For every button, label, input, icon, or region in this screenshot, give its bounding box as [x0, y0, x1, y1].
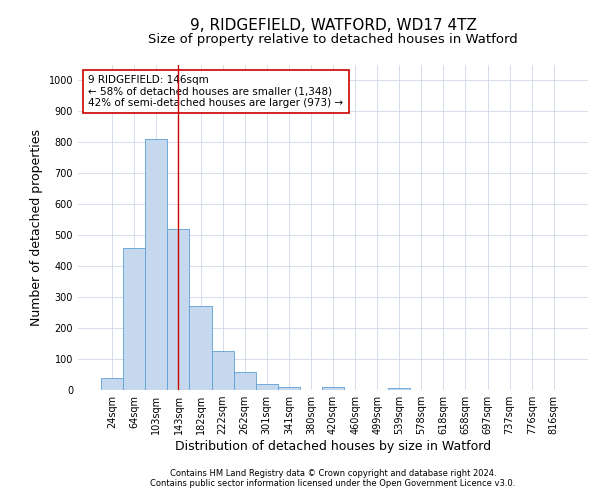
X-axis label: Distribution of detached houses by size in Watford: Distribution of detached houses by size … — [175, 440, 491, 453]
Text: Contains HM Land Registry data © Crown copyright and database right 2024.: Contains HM Land Registry data © Crown c… — [170, 468, 496, 477]
Bar — [256, 384, 278, 390]
Bar — [167, 229, 190, 390]
Bar — [101, 378, 123, 390]
Bar — [123, 248, 145, 390]
Text: 9, RIDGEFIELD, WATFORD, WD17 4TZ: 9, RIDGEFIELD, WATFORD, WD17 4TZ — [190, 18, 476, 32]
Bar — [322, 387, 344, 390]
Text: 9 RIDGEFIELD: 146sqm
← 58% of detached houses are smaller (1,348)
42% of semi-de: 9 RIDGEFIELD: 146sqm ← 58% of detached h… — [88, 74, 343, 108]
Bar — [212, 352, 233, 390]
Bar — [145, 140, 167, 390]
Text: Size of property relative to detached houses in Watford: Size of property relative to detached ho… — [148, 32, 518, 46]
Bar — [388, 388, 410, 390]
Y-axis label: Number of detached properties: Number of detached properties — [30, 129, 43, 326]
Bar — [233, 372, 256, 390]
Bar — [190, 306, 212, 390]
Text: Contains public sector information licensed under the Open Government Licence v3: Contains public sector information licen… — [151, 478, 515, 488]
Bar — [278, 387, 300, 390]
